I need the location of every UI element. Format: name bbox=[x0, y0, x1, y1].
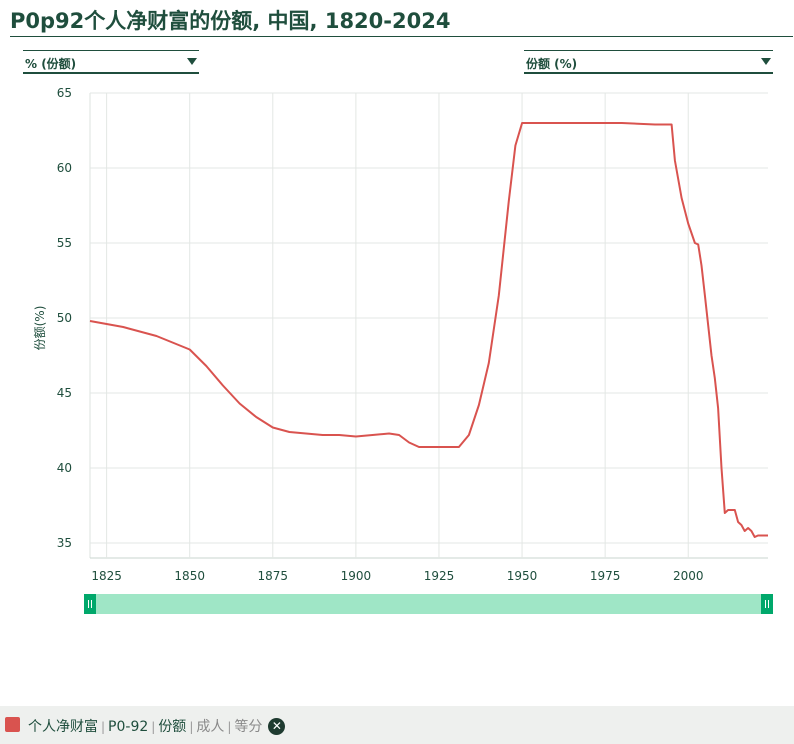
y-tick-label: 60 bbox=[57, 161, 72, 175]
y-tick-label: 50 bbox=[57, 311, 72, 325]
grid-lines bbox=[89, 92, 768, 559]
y-tick-label: 35 bbox=[57, 536, 72, 550]
y-tick-label: 45 bbox=[57, 386, 72, 400]
series-color-swatch bbox=[5, 717, 20, 732]
slider-start-handle[interactable] bbox=[84, 594, 96, 614]
unit-dropdown[interactable]: % (份额) bbox=[23, 50, 199, 74]
x-tick-label: 1875 bbox=[258, 569, 289, 583]
series-percentile: P0-92 bbox=[108, 719, 149, 735]
title-divider bbox=[10, 36, 793, 37]
slider-track[interactable] bbox=[84, 594, 773, 614]
x-tick-label: 1975 bbox=[590, 569, 621, 583]
series-population: 成人 bbox=[196, 719, 225, 735]
remove-series-icon[interactable]: ✕ bbox=[268, 718, 286, 735]
series-group bbox=[89, 122, 768, 538]
y-tick-label: 65 bbox=[57, 86, 72, 100]
unit-dropdown-label: % (份额) bbox=[25, 57, 77, 71]
x-tick-label: 1825 bbox=[91, 569, 122, 583]
x-tick-label: 1900 bbox=[341, 569, 372, 583]
chart-title: P0p92个人净财富的份额, 中国, 1820-2024 bbox=[10, 9, 451, 33]
caret-down-icon bbox=[187, 58, 197, 65]
caret-down-icon bbox=[761, 58, 771, 65]
x-tick-label: 2000 bbox=[673, 569, 704, 583]
x-axis-ticks: 1825 1850 1875 1900 1925 1950 1975 2000 bbox=[91, 569, 703, 583]
x-tick-label: 1950 bbox=[507, 569, 538, 583]
series-tags: 个人净财富 | P0-92 | 份额 | 成人 | 等分 ✕ bbox=[28, 716, 286, 736]
series-split: 等分 bbox=[234, 719, 263, 735]
y-tick-label: 55 bbox=[57, 236, 72, 250]
series-legend-bar: 个人净财富 | P0-92 | 份额 | 成人 | 等分 ✕ bbox=[0, 706, 794, 744]
slider-end-handle[interactable] bbox=[761, 594, 773, 614]
y-tick-label: 40 bbox=[57, 461, 72, 475]
x-tick-label: 1850 bbox=[174, 569, 205, 583]
range-slider[interactable] bbox=[84, 594, 773, 614]
metric-dropdown[interactable]: 份额 (%) bbox=[524, 50, 773, 74]
series-line[interactable] bbox=[89, 122, 768, 538]
y-axis-label: 份额(%) bbox=[33, 306, 47, 351]
metric-dropdown-label: 份额 (%) bbox=[526, 57, 578, 71]
series-name: 个人净财富 bbox=[28, 719, 98, 735]
x-tick-label: 1925 bbox=[424, 569, 455, 583]
y-axis-ticks: 35 40 45 50 55 60 65 bbox=[57, 86, 72, 550]
series-variable: 份额 bbox=[158, 719, 187, 735]
